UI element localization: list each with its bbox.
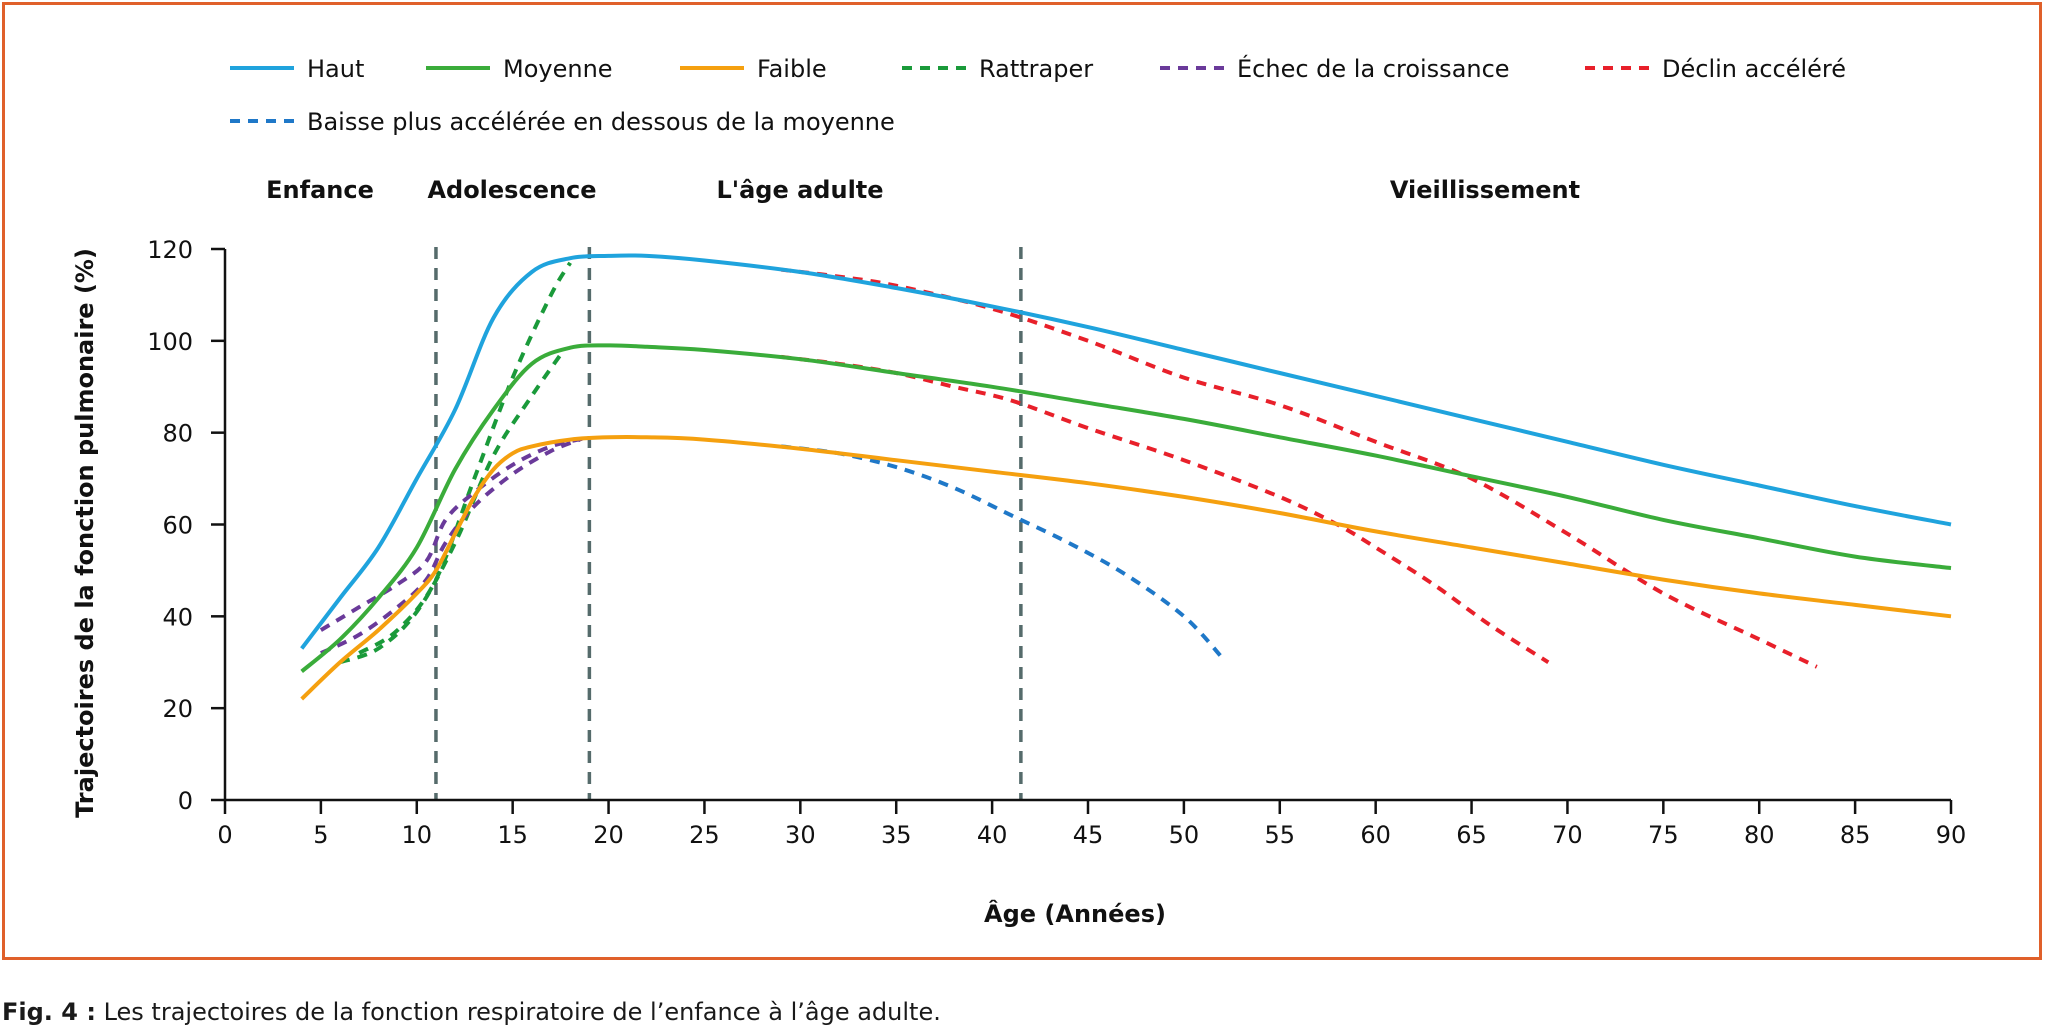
- x-tick-label: 60: [1360, 821, 1391, 849]
- phase-label: Adolescence: [427, 176, 596, 204]
- caption-text: Les trajectoires de la fonction respirat…: [103, 998, 941, 1026]
- series-lines: [300, 253, 1952, 701]
- y-tick-label: 60: [162, 512, 193, 540]
- axes: 0 5 10 15 20 25 30 35 40 45 50 55 60 65 70 75 80 85 90 0 20 4…: [147, 236, 1966, 849]
- x-tick-label: 50: [1169, 821, 1200, 849]
- x-tick-label: 65: [1456, 821, 1487, 849]
- x-axis-title: Âge (Années): [984, 899, 1166, 928]
- series-rattraper: [339, 353, 563, 665]
- series-d-clin-acc-l-r-: [780, 267, 1818, 669]
- x-tick-label: 20: [593, 821, 624, 849]
- legend-label: Faible: [757, 55, 827, 83]
- x-tick-label: 15: [497, 821, 528, 849]
- y-tick-label: 20: [162, 695, 193, 723]
- series-haut: [300, 253, 1952, 650]
- legend-label: Rattraper: [979, 55, 1093, 83]
- series-rattraper: [358, 261, 572, 655]
- x-tick-label: 90: [1936, 821, 1967, 849]
- x-tick-label: 35: [881, 821, 912, 849]
- legend-label: Baisse plus accélérée en dessous de la m…: [307, 108, 895, 136]
- x-tick-label: 10: [402, 821, 433, 849]
- series--chec-de-la-croissance: [319, 435, 590, 632]
- figure-caption: Fig. 4 : Les trajectoires de la fonction…: [2, 998, 941, 1026]
- y-tick-label: 120: [147, 236, 193, 264]
- y-axis-title: Trajectoires de la fonction pulmonaire (…: [71, 248, 99, 818]
- x-tick-label: 0: [217, 821, 232, 849]
- phase-labels: Enfance Adolescence L'âge adulte Vieillisse…: [266, 176, 1580, 204]
- caption-label: Fig. 4 :: [2, 998, 96, 1026]
- x-tick-label: 80: [1744, 821, 1775, 849]
- x-tick-label: 55: [1265, 821, 1296, 849]
- x-tick-label: 45: [1073, 821, 1104, 849]
- legend-label: Échec de la croissance: [1237, 54, 1510, 83]
- y-tick-label: 80: [162, 420, 193, 448]
- phase-label: Enfance: [266, 176, 374, 204]
- x-tick-label: 25: [689, 821, 720, 849]
- x-tick-label: 5: [313, 821, 328, 849]
- series-faible: [300, 435, 1952, 701]
- legend-label: Moyenne: [503, 55, 613, 83]
- series-d-clin-acc-l-r-: [780, 354, 1550, 664]
- phase-label: Vieillissement: [1390, 176, 1580, 204]
- x-tick-label: 75: [1648, 821, 1679, 849]
- legend: Haut Moyenne Faible Rattraper Échec de la cr…: [230, 54, 1846, 136]
- legend-label: Haut: [307, 55, 364, 83]
- y-tick-label: 40: [162, 603, 193, 631]
- x-tick-label: 30: [785, 821, 816, 849]
- series-moyenne: [300, 343, 1952, 673]
- phase-label: L'âge adulte: [716, 176, 883, 204]
- legend-label: Déclin accéléré: [1662, 55, 1846, 83]
- y-tick-label: 0: [178, 787, 193, 815]
- series-baisse-plus-acc-l-r-e-en-dessous-de-la-moyenne: [780, 444, 1224, 660]
- y-tick-label: 100: [147, 328, 193, 356]
- series--chec-de-la-croissance: [320, 437, 581, 655]
- x-tick-label: 40: [977, 821, 1008, 849]
- chart-frame: [2, 2, 2042, 960]
- x-tick-label: 70: [1552, 821, 1583, 849]
- x-tick-label: 85: [1840, 821, 1871, 849]
- phase-boundaries: [434, 247, 1023, 800]
